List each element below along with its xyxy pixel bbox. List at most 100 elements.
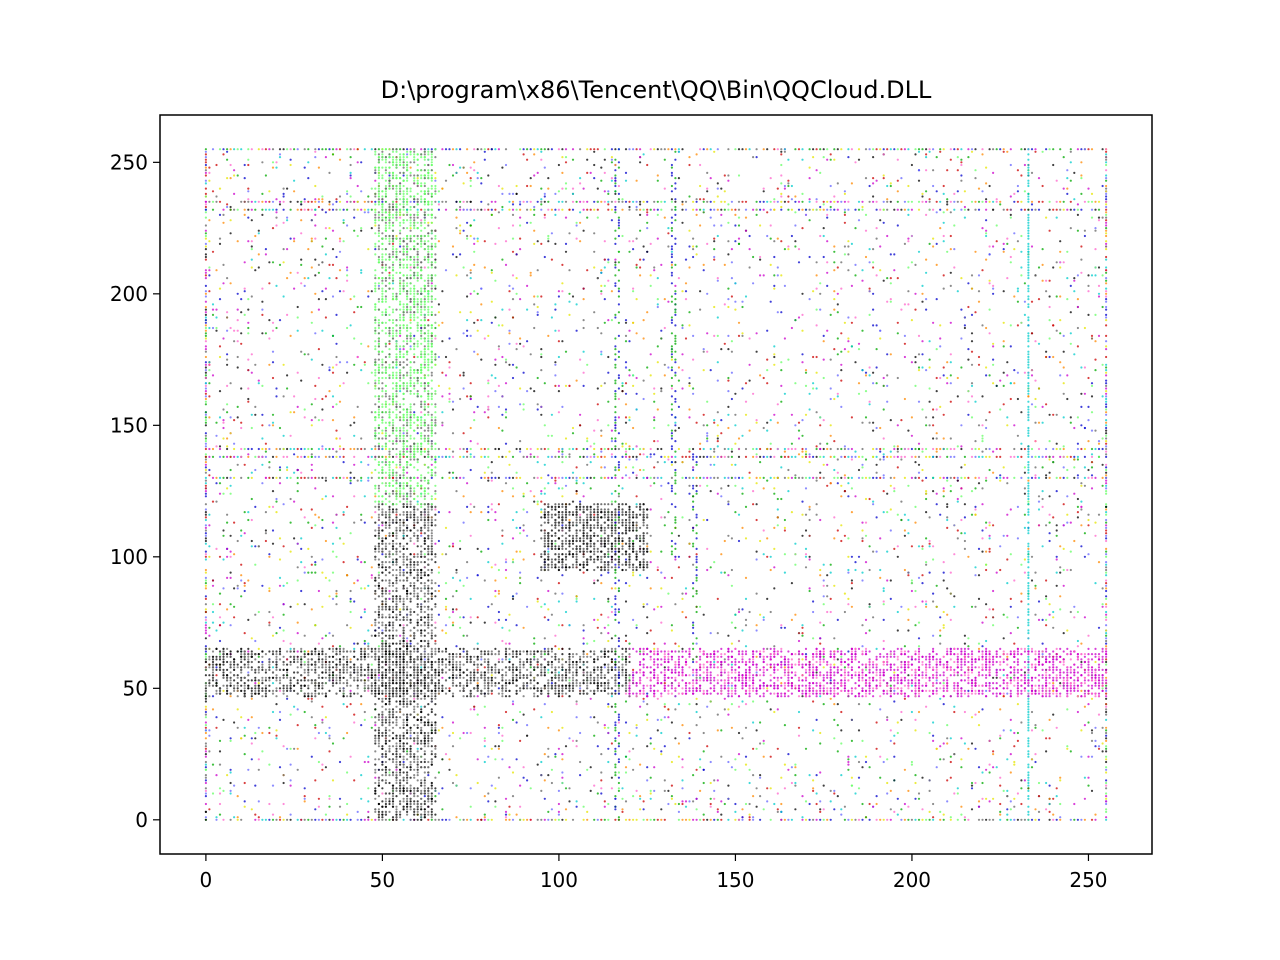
scatter-point — [1002, 345, 1005, 348]
scatter-point — [483, 795, 486, 798]
scatter-point — [282, 192, 285, 195]
scatter-point — [868, 248, 871, 251]
scatter-point — [579, 240, 582, 243]
scatter-point — [508, 290, 511, 293]
scatter-point — [593, 429, 596, 432]
scatter-point — [621, 808, 624, 811]
scatter-point — [649, 792, 652, 795]
scatter-point — [992, 524, 995, 527]
scatter-point — [395, 513, 398, 516]
scatter-point — [706, 437, 709, 440]
scatter-point — [815, 287, 818, 290]
scatter-point — [437, 510, 440, 514]
scatter-point — [628, 329, 631, 332]
scatter-point — [621, 810, 624, 814]
scatter-point — [1097, 442, 1101, 445]
scatter-point — [497, 384, 500, 387]
scatter-point — [727, 174, 730, 177]
scatter-point — [921, 300, 924, 303]
scatter-point — [932, 237, 935, 240]
scatter-point — [226, 487, 229, 490]
scatter-point — [840, 813, 843, 816]
scatter-point — [346, 192, 349, 195]
scatter-point — [872, 382, 875, 385]
scatter-point — [889, 684, 892, 687]
scatter-point — [543, 463, 546, 466]
scatter-point — [236, 539, 239, 543]
scatter-point — [593, 579, 596, 582]
scatter-point — [635, 445, 638, 448]
scatter-point — [741, 305, 744, 309]
scatter-point — [547, 334, 550, 337]
scatter-point — [639, 213, 642, 216]
scatter-point — [268, 726, 271, 729]
scatter-point — [243, 532, 246, 535]
scatter-point — [896, 179, 899, 182]
scatter-point — [554, 213, 557, 216]
scatter-point — [511, 771, 515, 774]
scatter-point — [314, 726, 317, 729]
scatter-point — [250, 697, 253, 700]
scatter-point — [1094, 429, 1097, 432]
scatter-point — [349, 479, 352, 482]
scatter-point — [226, 150, 229, 153]
scatter-point — [914, 355, 917, 359]
scatter-point — [1090, 789, 1094, 793]
scatter-point — [967, 305, 970, 309]
scatter-point — [812, 779, 815, 782]
scatter-point — [462, 650, 465, 653]
scatter-point — [681, 221, 684, 224]
scatter-point — [346, 266, 349, 269]
scatter-point — [907, 484, 910, 487]
scatter-point — [250, 758, 253, 761]
scatter-point — [663, 716, 666, 719]
scatter-point — [1073, 426, 1076, 430]
scatter-point — [487, 800, 490, 803]
scatter-point — [430, 582, 433, 585]
scatter-point — [275, 395, 278, 398]
scatter-point — [988, 374, 991, 377]
scatter-point — [1097, 292, 1101, 295]
scatter-point — [208, 513, 211, 516]
scatter-point — [519, 550, 522, 553]
scatter-point — [353, 642, 356, 645]
scatter-point — [494, 621, 497, 624]
scatter-point — [208, 179, 211, 182]
scatter-point — [254, 731, 257, 735]
scatter-point — [928, 366, 931, 369]
scatter-point — [917, 621, 921, 624]
scatter-point — [511, 700, 515, 703]
scatter-point — [702, 269, 705, 272]
scatter-point — [935, 450, 938, 453]
scatter-point — [864, 618, 868, 622]
scatter-point — [554, 308, 557, 311]
scatter-point — [766, 358, 769, 361]
scatter-point — [504, 558, 508, 561]
scatter-point — [328, 805, 331, 808]
scatter-point — [780, 776, 783, 779]
scatter-point — [935, 390, 938, 393]
scatter-point — [639, 258, 642, 261]
scatter-point — [812, 355, 815, 359]
scatter-point — [872, 308, 875, 311]
scatter-point — [1097, 561, 1101, 564]
scatter-point — [409, 266, 412, 269]
scatter-point — [928, 150, 931, 153]
scatter-point — [769, 224, 772, 227]
scatter-point — [762, 187, 765, 190]
scatter-point — [215, 434, 218, 437]
scatter-point — [1101, 216, 1104, 219]
scatter-point — [949, 321, 952, 324]
scatter-point — [459, 626, 462, 629]
scatter-point — [211, 250, 215, 253]
scatter-point — [956, 190, 959, 193]
scatter-point — [815, 445, 818, 448]
scatter-point — [324, 731, 327, 735]
scatter-point — [416, 179, 419, 182]
scatter-point — [338, 645, 342, 648]
scatter-point — [833, 516, 836, 519]
scatter-point — [780, 205, 783, 209]
scatter-point — [441, 411, 444, 414]
scatter-point — [872, 182, 875, 185]
scatter-point — [494, 745, 497, 748]
